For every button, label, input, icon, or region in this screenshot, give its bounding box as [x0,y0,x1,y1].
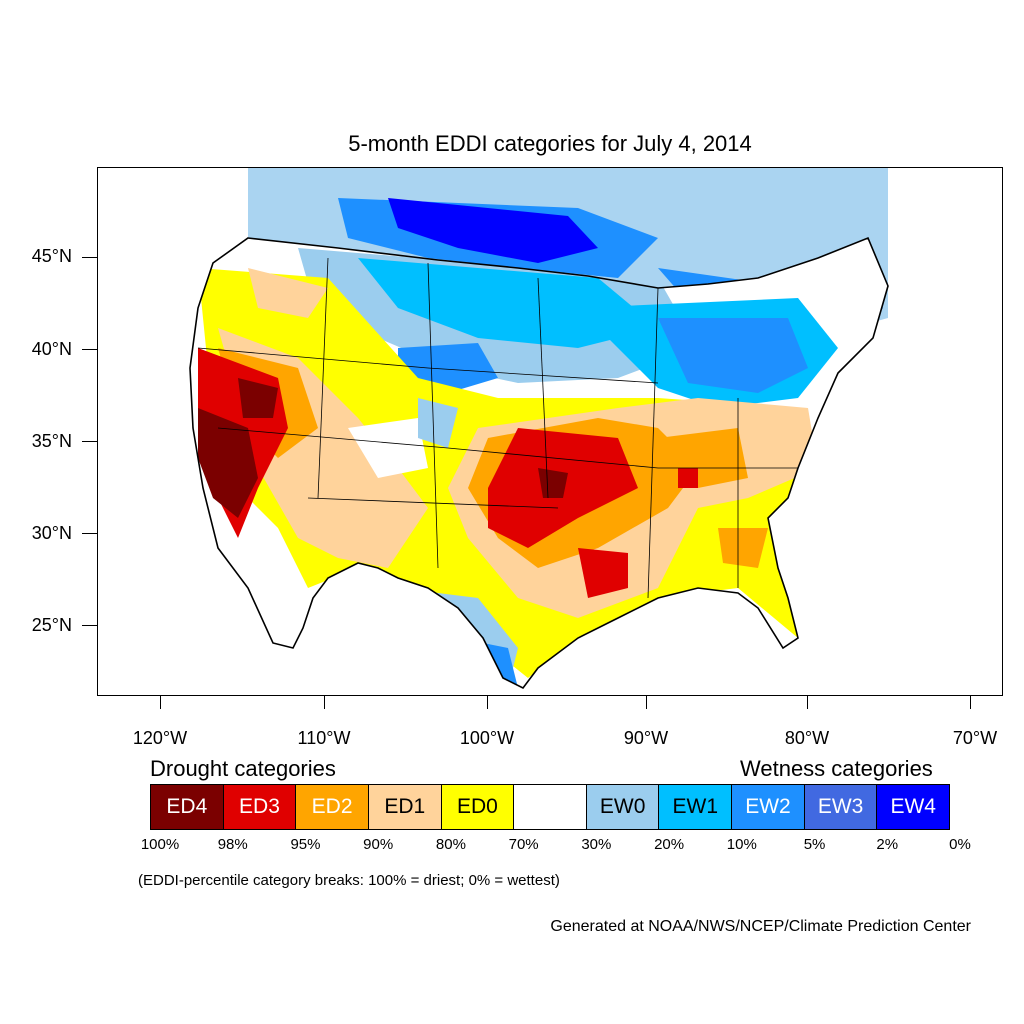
lon-label-110: 110°W [297,728,351,748]
legend-ed4: ED4 [151,785,224,829]
legend-ed3: ED3 [223,785,297,829]
lon-tick-90 [646,696,647,709]
legend-normal [514,785,587,829]
credit-line: Generated at NOAA/NWS/NCEP/Climate Predi… [550,918,971,935]
lat-label-35: 35°N [31,431,72,451]
lat-label-30: 30°N [31,523,72,543]
percentile-label: 80% [435,836,466,853]
lon-tick-110 [324,696,325,709]
legend-ed1: ED1 [368,785,442,829]
percentile-label: 2% [876,836,899,853]
percentile-label: 30% [581,836,612,853]
map-title: 5-month EDDI categories for July 4, 2014 [348,131,752,156]
percentile-label: 95% [290,836,321,853]
legend-ew2: EW2 [732,785,805,829]
legend-ew1: EW1 [659,785,733,829]
lat-tick-45 [82,257,97,258]
legend-ed0: ED0 [441,785,515,829]
coastline-borders [189,236,889,690]
legend-ew3: EW3 [804,785,878,829]
legend-ew4: EW4 [877,785,950,829]
lon-label-90: 90°W [623,728,669,748]
eddi-map [97,167,1003,696]
category-legend: ED4 ED3 ED2 ED1 ED0 EW0 EW1 EW2 EW3 EW4 [150,784,950,830]
lat-label-45: 45°N [31,246,72,266]
percentile-label: 5% [803,836,826,853]
lon-label-120: 120°W [132,728,188,748]
lon-tick-80 [807,696,808,709]
lat-tick-35 [82,441,97,442]
drought-heading: Drought categories [150,756,336,781]
lat-tick-40 [82,349,97,350]
percentile-label: 20% [654,836,685,853]
legend-ed2: ED2 [296,785,369,829]
lon-label-70: 70°W [952,728,998,748]
lat-tick-30 [82,533,97,534]
wetness-heading: Wetness categories [740,756,933,781]
percentile-label: 70% [508,836,539,853]
state-lines [197,257,798,599]
lon-label-100: 100°W [459,728,515,748]
percentile-label: 10% [726,836,757,853]
lon-tick-100 [487,696,488,709]
lat-label-25: 25°N [31,615,72,635]
legend-ew0: EW0 [586,785,660,829]
percentile-label: 100% [140,836,180,853]
eddi-map-canvas [189,168,889,690]
lat-tick-25 [82,625,97,626]
lon-tick-120 [160,696,161,709]
percentile-label: 90% [363,836,394,853]
lat-label-40: 40°N [31,339,72,359]
legend-note: (EDDI-percentile category breaks: 100% =… [138,872,560,889]
percentile-label: 0% [949,836,971,853]
lon-label-80: 80°W [784,728,830,748]
percentile-label: 98% [217,836,248,853]
lon-tick-70 [970,696,971,709]
